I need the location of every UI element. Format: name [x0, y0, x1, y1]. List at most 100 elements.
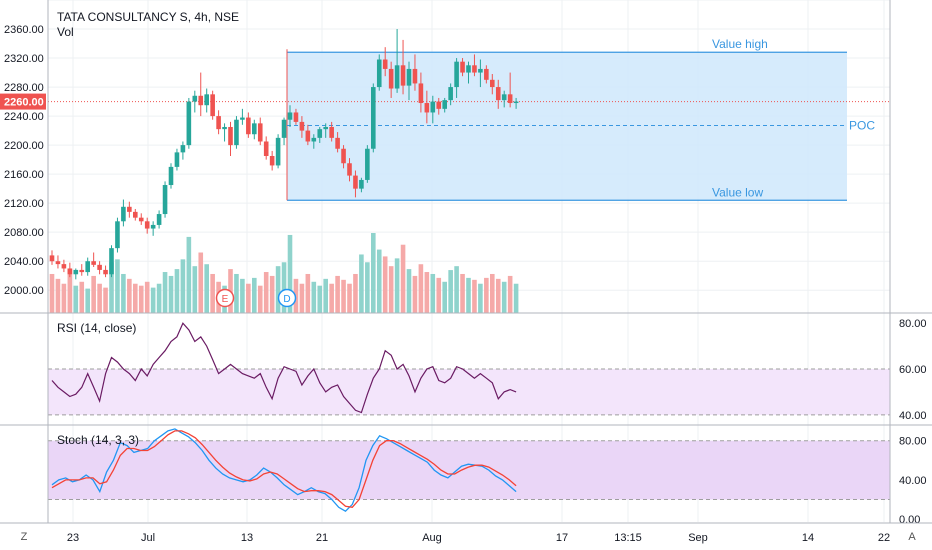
candle[interactable] — [186, 101, 192, 146]
candle[interactable] — [115, 221, 120, 249]
candle[interactable] — [156, 214, 162, 225]
candle[interactable] — [305, 130, 311, 142]
candle[interactable] — [359, 179, 364, 189]
poc-label: POC — [849, 119, 875, 133]
volume-bar — [317, 285, 323, 313]
candle[interactable] — [466, 65, 471, 73]
volume-bar — [85, 288, 90, 313]
price-tick-label: 2200.00 — [4, 140, 44, 152]
candle[interactable] — [371, 87, 376, 149]
volume-bar — [495, 278, 501, 313]
candle[interactable] — [394, 65, 400, 89]
candle[interactable] — [418, 83, 424, 104]
candle[interactable] — [216, 116, 221, 130]
candle[interactable] — [192, 95, 198, 102]
candle[interactable] — [311, 137, 317, 142]
zoom-button[interactable]: Z — [16, 529, 32, 545]
candle[interactable] — [168, 166, 174, 186]
candle[interactable] — [507, 94, 513, 104]
candle[interactable] — [293, 112, 299, 122]
candle[interactable] — [228, 126, 233, 146]
candle[interactable] — [317, 129, 323, 138]
candle[interactable] — [323, 126, 328, 130]
candle[interactable] — [287, 112, 293, 120]
candle[interactable] — [103, 269, 108, 275]
candle[interactable] — [442, 100, 447, 109]
candle[interactable] — [222, 126, 227, 130]
candle[interactable] — [138, 217, 144, 222]
auto-scale-button[interactable]: A — [904, 529, 920, 545]
candle[interactable] — [329, 126, 334, 138]
candle[interactable] — [454, 61, 459, 88]
candle[interactable] — [234, 119, 239, 146]
price-axis[interactable]: 2000.00 2040.00 2080.00 2120.00 2160.00 2200.… — [0, 24, 927, 526]
rsi-pane[interactable] — [48, 322, 890, 416]
candle[interactable] — [478, 68, 483, 73]
candle[interactable] — [412, 68, 418, 84]
candle[interactable] — [91, 261, 96, 265]
candle[interactable] — [144, 221, 150, 229]
candle[interactable] — [97, 264, 102, 270]
candle[interactable] — [85, 261, 90, 273]
candle[interactable] — [204, 94, 209, 106]
candle[interactable] — [376, 59, 382, 88]
volume-legend[interactable]: Vol — [57, 25, 74, 39]
candle[interactable] — [61, 264, 67, 269]
candle[interactable] — [430, 101, 436, 113]
candle[interactable] — [180, 145, 186, 153]
candle[interactable] — [174, 152, 180, 167]
candle[interactable] — [406, 68, 412, 86]
rsi-legend[interactable]: RSI (14, close) — [57, 321, 136, 335]
earnings-marker-letter: E — [222, 294, 229, 305]
candle[interactable] — [67, 268, 73, 275]
candle[interactable] — [299, 121, 305, 131]
candle[interactable] — [490, 79, 495, 88]
candle[interactable] — [79, 269, 85, 273]
dividend-marker[interactable]: D — [277, 288, 297, 308]
candle[interactable] — [400, 65, 406, 86]
candle[interactable] — [436, 101, 442, 109]
earnings-marker[interactable]: E — [215, 288, 235, 308]
candle[interactable] — [240, 117, 245, 120]
candle[interactable] — [252, 123, 257, 135]
stoch-pane[interactable] — [48, 428, 890, 513]
candle[interactable] — [133, 211, 138, 218]
time-axis[interactable]: 23 Jul 13 21 Aug 17 13:15 Sep 14 22 — [67, 532, 890, 544]
candle[interactable] — [275, 137, 281, 166]
price-pane[interactable]: Value high Value low POC E D — [48, 0, 890, 522]
candle[interactable] — [269, 156, 275, 166]
candle[interactable] — [109, 248, 114, 275]
candle[interactable] — [341, 148, 346, 164]
candle[interactable] — [257, 123, 263, 142]
candle[interactable] — [210, 94, 215, 117]
candle[interactable] — [263, 141, 269, 156]
candle[interactable] — [162, 185, 168, 215]
candle[interactable] — [513, 101, 519, 104]
symbol-legend[interactable]: TATA CONSULTANCY S, 4h, NSE — [57, 10, 239, 24]
candle[interactable] — [55, 261, 61, 265]
candle[interactable] — [424, 103, 430, 113]
candle[interactable] — [448, 87, 453, 101]
candle[interactable] — [460, 61, 465, 73]
candle[interactable] — [73, 269, 79, 275]
candle[interactable] — [365, 148, 370, 180]
candle[interactable] — [353, 175, 358, 189]
candle[interactable] — [382, 59, 388, 69]
candle[interactable] — [127, 206, 132, 212]
candle[interactable] — [49, 255, 55, 262]
candle[interactable] — [281, 119, 287, 138]
candle[interactable] — [198, 95, 204, 106]
candle[interactable] — [335, 137, 340, 149]
candle[interactable] — [472, 65, 477, 73]
candle[interactable] — [347, 163, 352, 176]
candle[interactable] — [121, 206, 126, 222]
candle[interactable] — [495, 87, 501, 101]
candle[interactable] — [150, 224, 156, 229]
candle[interactable] — [501, 94, 507, 101]
candle[interactable] — [484, 68, 489, 80]
stoch-legend[interactable]: Stoch (14, 3, 3) — [57, 433, 139, 447]
candle[interactable] — [246, 117, 251, 135]
candle[interactable] — [388, 68, 394, 89]
